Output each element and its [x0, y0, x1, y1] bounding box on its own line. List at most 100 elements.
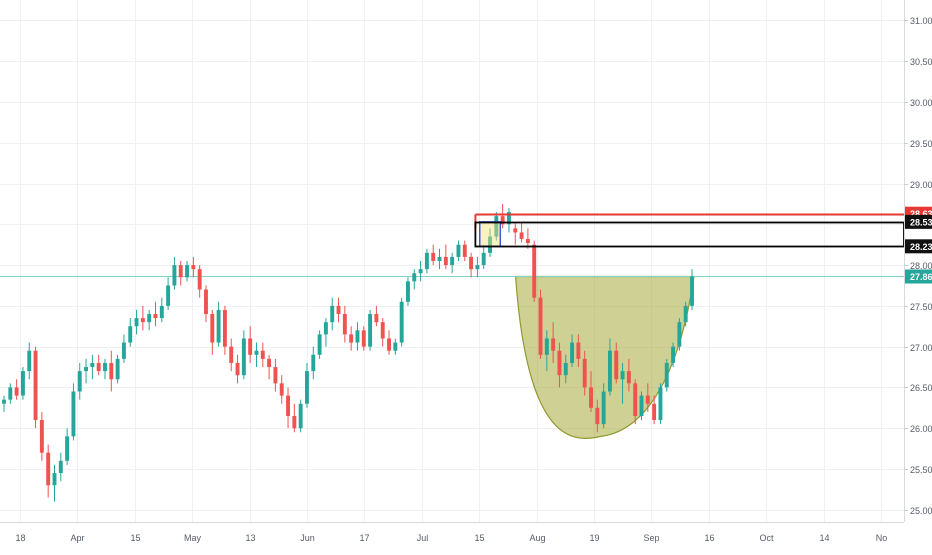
candle-body	[292, 415, 297, 429]
candle-body	[267, 358, 272, 368]
candle-body	[185, 265, 190, 278]
candle-body	[71, 391, 76, 437]
x-tick-label: Sep	[643, 533, 659, 543]
candle-body	[671, 346, 676, 363]
x-tick-label: 18	[15, 533, 25, 543]
candle-body	[77, 371, 82, 392]
candle-body	[260, 350, 265, 359]
candle-body	[330, 305, 335, 323]
candle-body	[538, 297, 543, 355]
candle-body	[128, 326, 133, 343]
candle-body	[84, 367, 89, 372]
candle-body	[286, 395, 290, 416]
candle-body	[166, 285, 171, 306]
candle-body	[298, 403, 303, 429]
x-tick-label: Aug	[529, 533, 545, 543]
price-label-bg	[905, 239, 932, 254]
candle-body	[27, 350, 32, 372]
candle-body	[178, 265, 183, 278]
candle-body	[475, 265, 480, 270]
x-tick-label: May	[184, 533, 202, 543]
candle-body	[115, 358, 120, 380]
candle-body	[248, 338, 253, 355]
candle-body	[570, 342, 575, 363]
y-tick-label: 31.00	[910, 16, 932, 26]
candle-body	[191, 265, 196, 270]
candle-body	[652, 403, 657, 421]
candle-body	[481, 252, 486, 266]
candle-body	[406, 281, 410, 302]
price-label: 28.53	[910, 217, 932, 227]
y-tick-label: 30.50	[910, 57, 932, 67]
candle-body	[8, 387, 13, 400]
candle-body	[589, 387, 593, 408]
y-tick-label: 25.50	[910, 465, 932, 475]
candle-body	[342, 314, 347, 335]
candle-body	[368, 314, 373, 347]
candle-body	[20, 371, 25, 396]
y-tick-label: 30.00	[910, 98, 932, 108]
candle-body	[361, 330, 366, 347]
candle-body	[279, 383, 284, 396]
candle-body	[14, 387, 19, 396]
y-tick-label: 26.50	[910, 383, 932, 393]
y-tick-label: 26.00	[910, 424, 932, 434]
candle-body	[153, 314, 158, 319]
candle-body	[620, 371, 625, 380]
candle-body	[658, 387, 663, 421]
x-tick-label: Oct	[759, 533, 774, 543]
candle-body	[380, 322, 385, 339]
candle-body	[557, 350, 562, 376]
candle-body	[374, 314, 379, 323]
candle-body	[109, 362, 114, 380]
candle-body	[216, 309, 221, 343]
candle-body	[210, 314, 215, 343]
candle-body	[52, 473, 57, 486]
candle-body	[103, 362, 107, 372]
x-tick-label: 17	[359, 533, 369, 543]
y-tick-label: 28.00	[910, 261, 932, 271]
candle-body	[90, 362, 95, 368]
candle-body	[46, 452, 51, 486]
grid	[0, 0, 904, 522]
candle-body	[633, 383, 638, 416]
candle-body	[494, 216, 499, 237]
candle-body	[424, 252, 429, 270]
candle-body	[159, 305, 164, 319]
candle-body	[197, 269, 202, 290]
candle-body	[690, 276, 694, 306]
candle-body	[121, 342, 126, 359]
candle-body	[241, 338, 246, 376]
candle-body	[229, 346, 234, 363]
candle-body	[683, 305, 688, 323]
candle-body	[488, 236, 492, 253]
candle-body	[305, 371, 309, 404]
x-tick-label: Apr	[70, 533, 84, 543]
candle-body	[519, 232, 524, 239]
price-label-bg	[905, 214, 932, 229]
candle-body	[349, 334, 354, 343]
candle-body	[664, 362, 669, 388]
candle-body	[500, 216, 505, 225]
price-label: 28.63	[910, 209, 932, 219]
candle-body	[462, 244, 467, 257]
candle-body	[39, 420, 44, 453]
candle-body	[551, 338, 556, 351]
candle-body	[513, 228, 518, 233]
candle-body	[393, 342, 398, 351]
candle-body	[677, 322, 682, 347]
candle-body	[607, 350, 612, 392]
candle-body	[456, 244, 461, 257]
candle-body	[33, 350, 38, 421]
candle-body	[2, 399, 6, 404]
flag-box	[478, 221, 502, 248]
candle-body	[544, 338, 549, 355]
candle-body	[614, 350, 619, 380]
candle-body	[134, 318, 139, 327]
candles	[2, 203, 694, 502]
candle-body	[222, 309, 227, 347]
candle-body	[469, 256, 474, 270]
candle-body	[336, 305, 341, 315]
candle-body	[204, 289, 208, 315]
